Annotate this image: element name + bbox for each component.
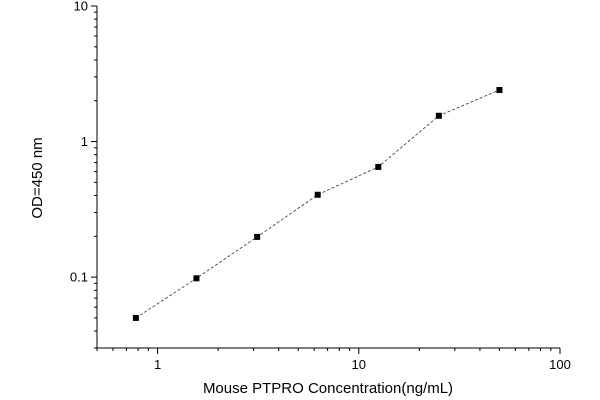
y-tick-label: 0.1 [70, 270, 88, 285]
data-point-7 [496, 87, 503, 94]
y-tick-label: 1 [81, 134, 88, 149]
axes [96, 6, 560, 349]
series-line [135, 89, 500, 319]
data-point-5 [375, 163, 382, 170]
series [132, 87, 503, 321]
data-point-6 [435, 112, 442, 119]
x-tick-label: 10 [352, 357, 366, 372]
data-point-3 [254, 233, 261, 240]
x-tick-label: 1 [154, 357, 161, 372]
data-point-2 [193, 275, 200, 282]
y-tick-label: 10 [74, 0, 88, 14]
y-axis-title: OD=450 nm [29, 137, 46, 218]
ticks: 1 10 100 0.1 1 10 [70, 0, 571, 372]
x-axis-title: Mouse PTPRO Concentration(ng/mL) [203, 380, 453, 397]
x-tick-label: 100 [549, 357, 571, 372]
data-point-4 [314, 191, 321, 198]
data-point-1 [132, 314, 139, 321]
